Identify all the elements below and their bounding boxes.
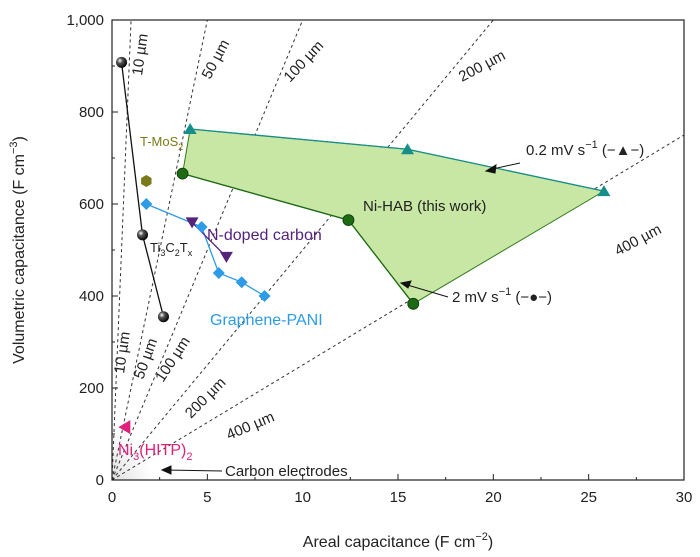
point-graphene-pani-3 — [235, 276, 248, 289]
rate-fast-arrowhead — [484, 164, 497, 174]
point-ti3c2tx-1 — [137, 229, 149, 241]
point-graphene-pani-1 — [195, 221, 208, 233]
x-tick-label-25: 25 — [580, 489, 597, 506]
rate-slow-arrow — [403, 283, 449, 298]
label-rate-fast: 0.2 mV s−1 (−▲−) — [526, 139, 644, 159]
y-axis-title: Volumetric capacitance (F cm−3) — [8, 136, 28, 364]
point-graphene-pani-2 — [212, 267, 225, 279]
carbon-arrowhead — [160, 465, 172, 475]
point-ni-hab-0-2-mv-s-1-1 — [401, 143, 415, 155]
axis-ticks: 0 5 10 15 20 25 30 0 200 400 600 800 1,000 — [66, 12, 692, 506]
point-ni-hab-2-mv-s-1-1 — [342, 214, 355, 227]
carbon-electrodes-region — [112, 410, 165, 480]
label-ti3c2tx: Ti3C2Tx — [150, 240, 193, 258]
point-graphene-pani-0 — [140, 198, 153, 210]
data-markers — [116, 56, 611, 435]
label-bot-400um: 400 µm — [224, 408, 277, 443]
point-graphene-pani-4 — [258, 290, 271, 302]
point-n-doped-carbon-1 — [219, 251, 233, 263]
label-top-200um: 200 µm — [456, 47, 508, 86]
rate-slow-arrowhead — [399, 280, 412, 289]
thickness-lines — [112, 20, 684, 480]
x-tick-label-10: 10 — [294, 489, 311, 506]
y-tick-label-200: 200 — [79, 380, 104, 397]
label-tmos2: T-MoS2 — [140, 134, 183, 152]
label-top-100um: 100 µm — [280, 37, 327, 85]
y-tick-label-0: 0 — [96, 472, 104, 489]
label-graphene-pani: Graphene-PANI — [210, 312, 323, 329]
label-top-400um: 400 µm — [612, 221, 664, 260]
x-tick-label-0: 0 — [108, 489, 116, 506]
x-tick-label-20: 20 — [485, 489, 502, 506]
x-tick-label-5: 5 — [203, 489, 211, 506]
x-tick-label-30: 30 — [676, 489, 693, 506]
x-tick-label-15: 15 — [390, 489, 407, 506]
point-ni-hab-0-2-mv-s-1-0 — [183, 123, 197, 135]
point-n-doped-carbon-0 — [185, 217, 199, 229]
label-nihab: Ni-HAB (this work) — [363, 198, 486, 215]
point-ni3-hitp-2-0 — [118, 420, 131, 435]
thickness-line-50m — [112, 20, 208, 480]
y-tick-label-800: 800 — [79, 104, 104, 121]
label-carbon: Carbon electrodes — [225, 463, 348, 480]
point-ni-hab-2-mv-s-1-0 — [176, 167, 189, 180]
point-ti3c2tx-0 — [116, 56, 128, 68]
label-top-50um: 50 µm — [199, 37, 234, 82]
thickness-line-10m — [112, 20, 132, 480]
point-t-mos2-0 — [141, 175, 152, 187]
y-tick-label-600: 600 — [79, 196, 104, 213]
label-top-10um: 10 µm — [129, 33, 152, 77]
y-tick-label-400: 400 — [79, 288, 104, 305]
thickness-line-100m — [112, 20, 304, 480]
point-ni-hab-2-mv-s-1-2 — [407, 297, 420, 310]
point-ti3c2tx-2 — [157, 311, 169, 323]
label-rate-slow: 2 mV s−1 (−●−) — [452, 286, 552, 306]
label-nihitp: Ni3(HITP)2 — [118, 442, 192, 463]
label-bot-200um: 200 µm — [182, 374, 230, 422]
y-tick-label-1000: 1,000 — [66, 12, 104, 29]
point-ni-hab-0-2-mv-s-1-2 — [597, 185, 611, 197]
label-ndoped: N-doped carbon — [207, 227, 322, 244]
label-bot-10um: 10 µm — [111, 331, 134, 375]
carbon-arrow — [164, 469, 223, 472]
x-axis-title: Areal capacitance (F cm−2) — [303, 531, 493, 551]
annotation-arrows — [160, 162, 521, 475]
